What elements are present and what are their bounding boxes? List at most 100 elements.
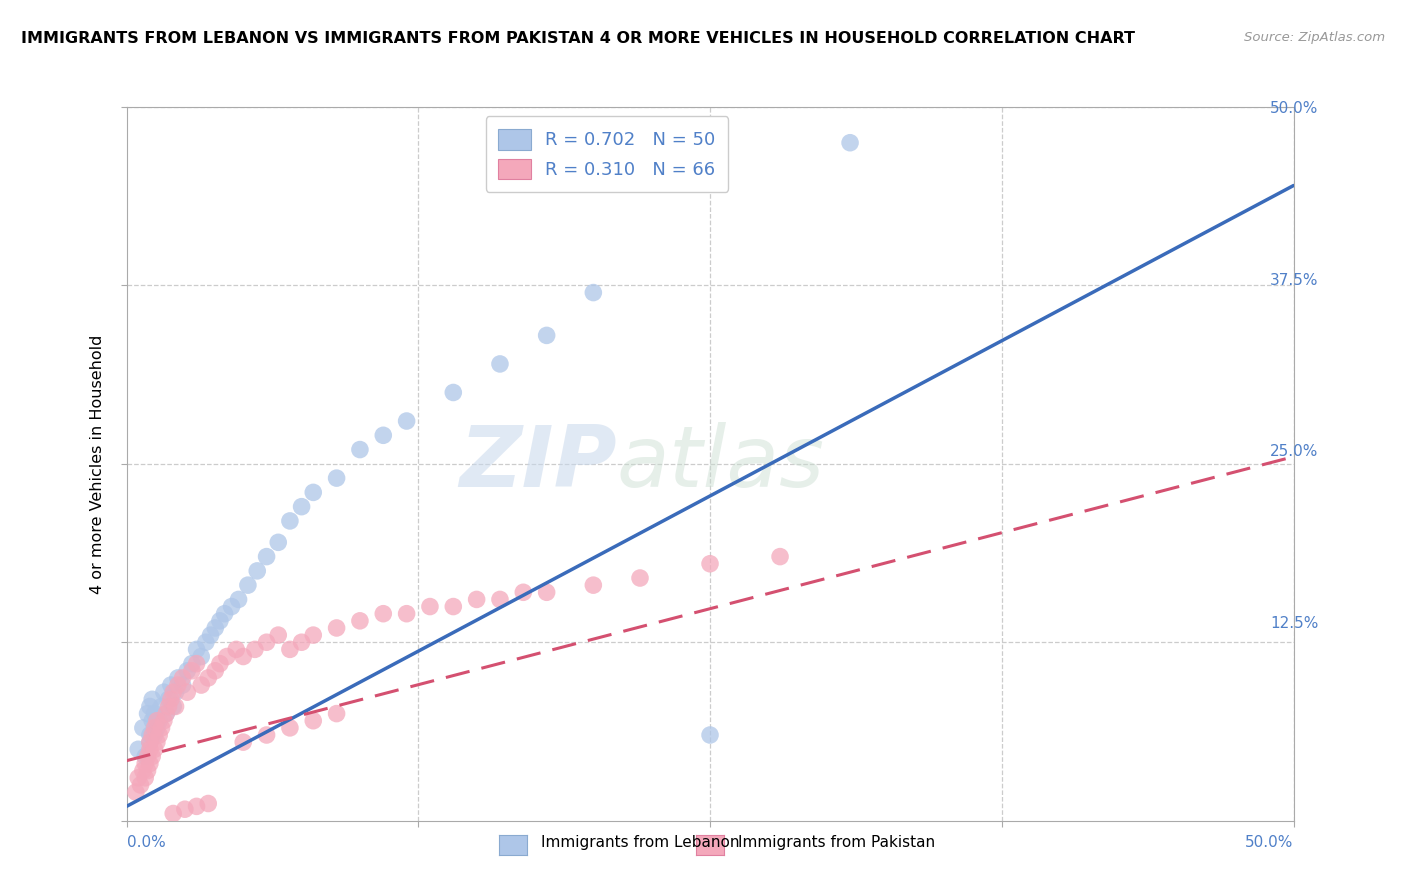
Point <box>188 705 211 719</box>
Point <box>307 608 329 623</box>
Text: IMMIGRANTS FROM LEBANON VS IMMIGRANTS FROM PAKISTAN 4 OR MORE VEHICLES IN HOUSEH: IMMIGRANTS FROM LEBANON VS IMMIGRANTS FR… <box>21 31 1135 46</box>
Point <box>191 718 214 732</box>
Point <box>195 690 218 705</box>
Point <box>212 657 235 671</box>
Point <box>775 533 797 547</box>
Point <box>318 698 340 712</box>
Point <box>180 698 202 712</box>
Point <box>447 581 470 595</box>
Point <box>173 759 195 773</box>
Point <box>318 499 340 513</box>
Point <box>186 711 209 725</box>
Point <box>240 771 263 785</box>
Point <box>221 663 243 677</box>
Point <box>191 683 214 698</box>
Point <box>231 636 253 650</box>
Text: 0.0%: 0.0% <box>127 836 166 850</box>
Text: 50.0%: 50.0% <box>1246 836 1294 850</box>
Point <box>339 690 361 705</box>
Point <box>201 683 224 698</box>
Point <box>252 594 274 608</box>
Point <box>513 347 536 361</box>
Point <box>382 430 405 444</box>
Point <box>557 319 579 334</box>
Point <box>217 657 239 671</box>
Point <box>195 705 218 719</box>
Point <box>295 705 318 719</box>
Point <box>339 471 361 485</box>
Text: Immigrants from Lebanon: Immigrants from Lebanon <box>541 836 740 850</box>
Point <box>247 642 270 657</box>
Text: ZIP: ZIP <box>475 409 633 492</box>
Point <box>600 278 623 293</box>
Point <box>225 636 247 650</box>
Point <box>197 677 219 691</box>
Point <box>193 698 215 712</box>
Point <box>256 588 278 602</box>
Point <box>513 574 536 588</box>
Point <box>307 519 329 533</box>
Point <box>405 588 427 602</box>
Point <box>240 649 263 664</box>
Point <box>492 574 515 588</box>
Point <box>710 705 733 719</box>
Point <box>534 567 557 582</box>
Point <box>177 753 200 767</box>
Point <box>231 622 253 636</box>
Point <box>201 683 224 698</box>
Point <box>235 657 257 671</box>
Point <box>193 711 215 725</box>
Point <box>217 649 239 664</box>
Point <box>211 677 233 691</box>
Point <box>600 560 623 574</box>
Point <box>204 677 226 691</box>
Point <box>186 718 209 732</box>
Point <box>328 484 350 499</box>
Point <box>186 711 209 725</box>
Point <box>208 780 231 794</box>
Point <box>360 601 382 615</box>
Point <box>204 670 226 684</box>
Point <box>191 705 214 719</box>
Point <box>557 567 579 582</box>
Point <box>263 581 285 595</box>
Point <box>267 622 290 636</box>
Text: Immigrants from Pakistan: Immigrants from Pakistan <box>738 836 935 850</box>
Point <box>259 629 281 643</box>
Point <box>644 553 666 567</box>
Point <box>221 642 243 657</box>
Point <box>225 642 247 657</box>
Point <box>191 698 214 712</box>
Point <box>212 649 235 664</box>
Point <box>426 402 449 417</box>
Text: Source: ZipAtlas.com: Source: ZipAtlas.com <box>1244 31 1385 45</box>
Point <box>184 683 207 698</box>
Point <box>295 615 318 630</box>
Point <box>841 134 863 148</box>
Text: atlas: atlas <box>633 409 841 492</box>
Point <box>200 690 222 705</box>
Point <box>295 533 318 547</box>
Point <box>188 690 211 705</box>
Point <box>219 776 242 790</box>
Point <box>188 670 211 684</box>
Point <box>193 690 215 705</box>
Point <box>181 725 204 739</box>
Point <box>181 746 204 760</box>
Point <box>360 457 382 471</box>
Point <box>184 725 207 739</box>
Point <box>328 615 350 630</box>
Point <box>247 601 270 615</box>
Y-axis label: 4 or more Vehicles in Household: 4 or more Vehicles in Household <box>90 321 105 580</box>
Point <box>243 608 266 623</box>
Point <box>235 629 257 643</box>
Point <box>186 731 209 746</box>
Point <box>200 663 222 677</box>
Point <box>278 560 301 574</box>
Point <box>186 677 209 691</box>
Point <box>470 581 492 595</box>
Point <box>205 657 228 671</box>
Point <box>184 739 207 753</box>
Point <box>339 608 361 623</box>
Point <box>176 746 198 760</box>
